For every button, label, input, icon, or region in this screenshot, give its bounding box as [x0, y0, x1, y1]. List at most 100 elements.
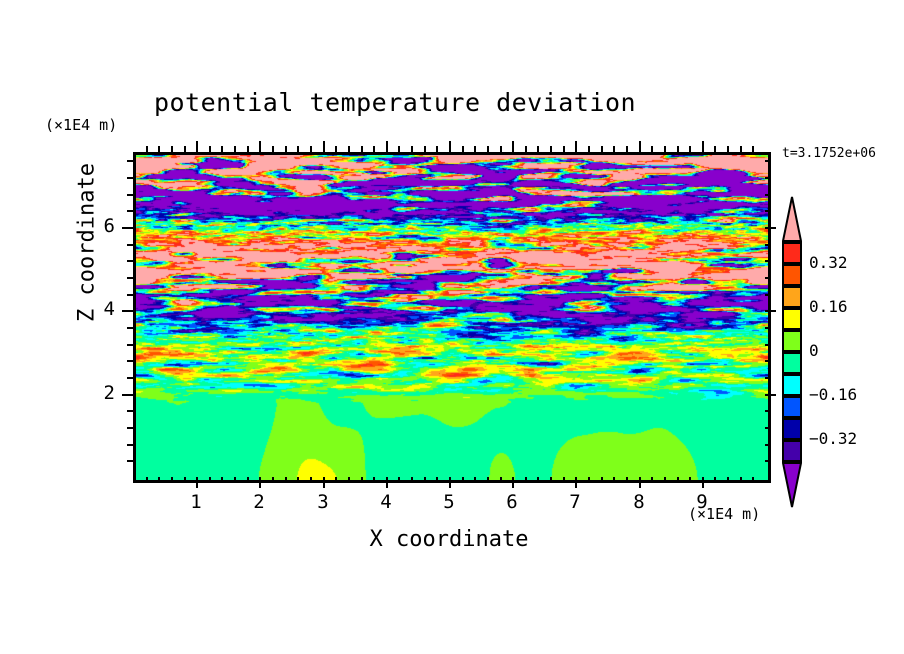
- x-minor-tick: [221, 477, 223, 483]
- x-minor-tick-top: [727, 146, 729, 152]
- x-minor-tick: [373, 477, 375, 483]
- x-minor-tick-top: [424, 146, 426, 152]
- x-minor-tick: [411, 477, 413, 483]
- y-minor-tick: [127, 327, 133, 329]
- y-minor-tick-right: [765, 444, 771, 446]
- colorbar-tick-label: 0.32: [809, 253, 848, 272]
- x-minor-tick: [563, 477, 565, 483]
- y-minor-tick: [127, 260, 133, 262]
- x-minor-tick: [310, 477, 312, 483]
- x-minor-tick: [297, 477, 299, 483]
- x-tick-label: 2: [253, 491, 265, 513]
- x-minor-tick-top: [335, 146, 337, 152]
- x-minor-tick-top: [500, 146, 502, 152]
- x-tick-label: 7: [569, 491, 581, 513]
- x-minor-tick: [234, 477, 236, 483]
- x-minor-tick: [689, 477, 691, 483]
- colorbar: 0.32 0.16 0 −0.16 −0.32: [779, 196, 857, 508]
- x-minor-tick-top: [563, 146, 565, 152]
- y-minor-tick-right: [765, 427, 771, 429]
- time-annotation: t=3.1752e+06: [782, 146, 876, 161]
- x-minor-tick: [677, 477, 679, 483]
- x-major-tick: [512, 477, 514, 488]
- x-major-tick-top: [639, 141, 641, 152]
- y-minor-tick: [127, 160, 133, 162]
- y-tick-label: 4: [103, 298, 115, 320]
- y-minor-tick: [127, 177, 133, 179]
- y-minor-tick-right: [765, 360, 771, 362]
- x-minor-tick-top: [348, 146, 350, 152]
- y-minor-tick-right: [765, 260, 771, 262]
- y-minor-tick-right: [765, 344, 771, 346]
- y-minor-tick: [127, 294, 133, 296]
- y-minor-tick-right: [765, 410, 771, 412]
- x-minor-tick-top: [651, 146, 653, 152]
- y-minor-tick: [127, 444, 133, 446]
- x-minor-tick: [158, 477, 160, 483]
- x-minor-tick: [209, 477, 211, 483]
- y-minor-tick: [127, 460, 133, 462]
- colorbar-over-cap: [781, 196, 803, 242]
- contour-plot-area: [133, 152, 771, 483]
- x-major-tick-top: [449, 141, 451, 152]
- x-major-tick: [702, 477, 704, 488]
- y-minor-tick-right: [765, 160, 771, 162]
- colorbar-under-cap: [781, 462, 803, 508]
- y-minor-tick-right: [765, 327, 771, 329]
- y-minor-tick: [127, 344, 133, 346]
- colorbar-tick-label: 0: [809, 341, 819, 360]
- x-minor-tick-top: [361, 146, 363, 152]
- x-minor-tick-top: [310, 146, 312, 152]
- x-minor-tick: [537, 477, 539, 483]
- y-minor-tick: [127, 244, 133, 246]
- y-major-tick-right: [765, 394, 776, 396]
- y-minor-tick-right: [765, 244, 771, 246]
- y-minor-tick: [127, 194, 133, 196]
- x-major-tick: [575, 477, 577, 488]
- x-minor-tick-top: [146, 146, 148, 152]
- y-minor-tick-right: [765, 294, 771, 296]
- x-minor-tick: [550, 477, 552, 483]
- y-minor-tick: [127, 360, 133, 362]
- x-minor-tick-top: [247, 146, 249, 152]
- x-minor-tick-top: [462, 146, 464, 152]
- y-tick-label: 6: [103, 215, 115, 237]
- y-major-tick-right: [765, 310, 776, 312]
- x-major-tick: [259, 477, 261, 488]
- x-major-tick-top: [323, 141, 325, 152]
- x-major-tick: [323, 477, 325, 488]
- x-major-tick-top: [196, 141, 198, 152]
- colorbar-band: [782, 242, 802, 264]
- y-minor-tick-right: [765, 194, 771, 196]
- x-minor-tick-top: [752, 146, 754, 152]
- x-minor-tick-top: [550, 146, 552, 152]
- colorbar-band: [782, 330, 802, 352]
- x-minor-tick: [740, 477, 742, 483]
- y-axis-unit-label: (×1E4 m): [45, 116, 118, 134]
- x-minor-tick: [487, 477, 489, 483]
- x-minor-tick: [436, 477, 438, 483]
- x-minor-tick-top: [487, 146, 489, 152]
- colorbar-band: [782, 440, 802, 462]
- x-minor-tick-top: [714, 146, 716, 152]
- x-minor-tick: [474, 477, 476, 483]
- x-axis-unit-label: (×1E4 m): [688, 505, 761, 523]
- x-minor-tick: [398, 477, 400, 483]
- y-tick-label: 2: [103, 382, 115, 404]
- x-tick-label: 9: [696, 491, 708, 513]
- x-minor-tick-top: [398, 146, 400, 152]
- colorbar-tick-label: −0.16: [809, 385, 858, 404]
- y-minor-tick-right: [765, 210, 771, 212]
- x-minor-tick-top: [626, 146, 628, 152]
- y-minor-tick: [127, 410, 133, 412]
- x-minor-tick: [752, 477, 754, 483]
- x-minor-tick: [588, 477, 590, 483]
- x-major-tick: [196, 477, 198, 488]
- x-minor-tick-top: [664, 146, 666, 152]
- x-minor-tick: [525, 477, 527, 483]
- y-minor-tick-right: [765, 177, 771, 179]
- y-minor-tick-right: [765, 377, 771, 379]
- x-minor-tick-top: [436, 146, 438, 152]
- x-minor-tick-top: [272, 146, 274, 152]
